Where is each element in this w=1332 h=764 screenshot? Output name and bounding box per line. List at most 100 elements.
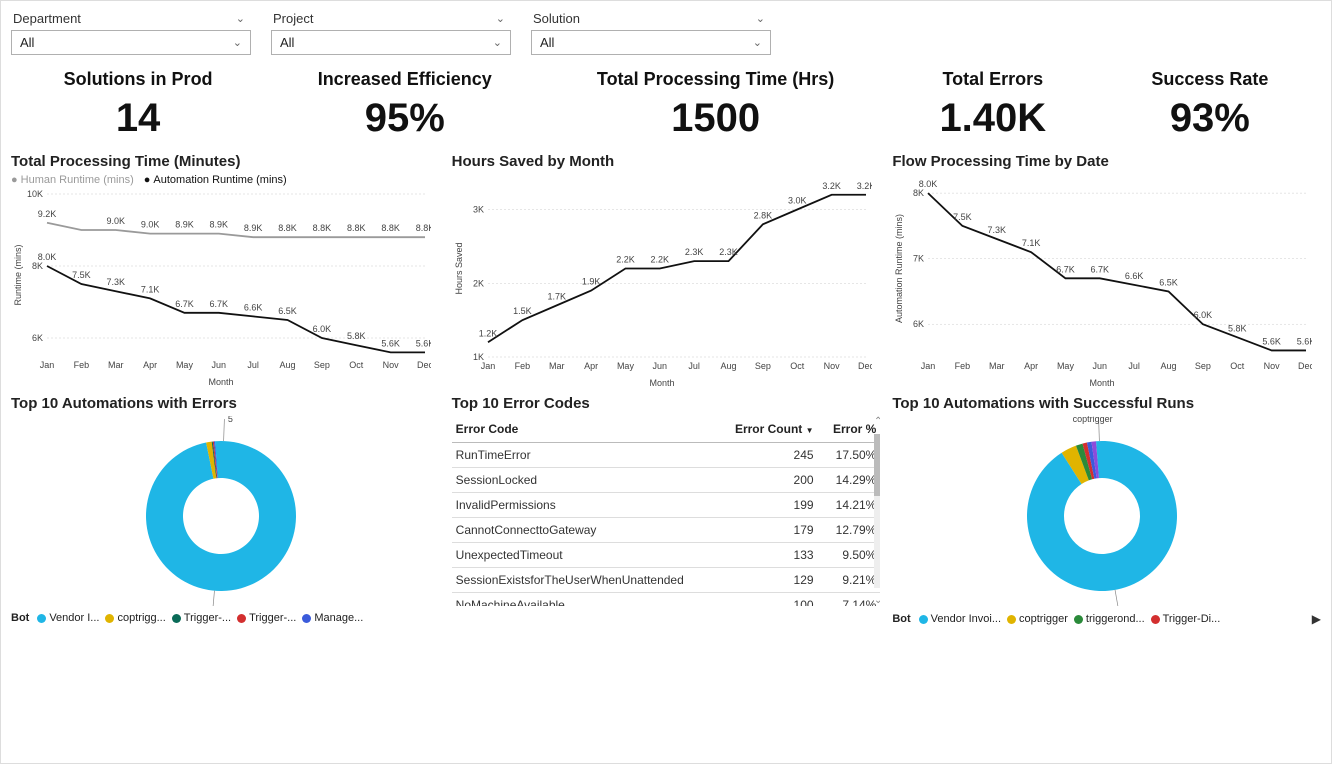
svg-text:Jun: Jun bbox=[212, 360, 227, 370]
svg-text:8.8K: 8.8K bbox=[278, 223, 297, 233]
legend-item[interactable]: Vendor I... bbox=[37, 612, 99, 624]
svg-text:Dec: Dec bbox=[1298, 361, 1312, 371]
table-cell: 199 bbox=[719, 493, 817, 518]
table-row[interactable]: SessionLocked20014.29% bbox=[452, 468, 881, 493]
table-row[interactable]: RunTimeError24517.50% bbox=[452, 443, 881, 468]
svg-text:Month: Month bbox=[649, 378, 674, 388]
svg-text:Oct: Oct bbox=[790, 361, 805, 371]
filter-select-department[interactable]: All ⌄ bbox=[11, 30, 251, 55]
line-chart[interactable]: 6K7K8K8.0K7.5K7.3K7.1K6.7K6.7K6.6K6.5K6.… bbox=[892, 174, 1312, 389]
table-cell: 245 bbox=[719, 443, 817, 468]
table-cell: RunTimeError bbox=[452, 443, 720, 468]
svg-text:Mar: Mar bbox=[549, 361, 565, 371]
svg-text:8.0K: 8.0K bbox=[919, 179, 938, 189]
panel-hours-saved: Hours Saved by Month 1K2K3K1.2K1.5K1.7K1… bbox=[452, 153, 881, 389]
svg-text:7.1K: 7.1K bbox=[1022, 238, 1041, 248]
svg-text:Dec: Dec bbox=[858, 361, 872, 371]
line-chart[interactable]: 6K8K10K9.2K9.0K9.0K8.9K8.9K8.9K8.8K8.8K8… bbox=[11, 188, 431, 388]
table-cell: 200 bbox=[719, 468, 817, 493]
chart-legend: Human Runtime (mins) Automation Runtime … bbox=[11, 174, 440, 186]
table-cell: 17.50% bbox=[818, 443, 881, 468]
svg-text:6K: 6K bbox=[913, 319, 924, 329]
svg-text:5.8K: 5.8K bbox=[1228, 323, 1247, 333]
svg-text:6.0K: 6.0K bbox=[1194, 310, 1213, 320]
svg-text:8K: 8K bbox=[913, 188, 924, 198]
chevron-down-icon[interactable]: ⌄ bbox=[756, 12, 765, 25]
filter-select-solution[interactable]: All ⌄ bbox=[531, 30, 771, 55]
table-header[interactable]: Error % bbox=[818, 416, 881, 443]
legend-item[interactable]: coptrigger bbox=[1007, 613, 1068, 625]
scroll-down-icon[interactable]: ⌄ bbox=[874, 595, 880, 606]
legend-item[interactable]: triggerond... bbox=[1074, 613, 1145, 625]
svg-text:8.0K: 8.0K bbox=[38, 252, 57, 262]
filter-label: Department bbox=[13, 11, 81, 26]
filter-select-project[interactable]: All ⌄ bbox=[271, 30, 511, 55]
table-cell: UnexpectedTimeout bbox=[452, 543, 720, 568]
lower-row: Top 10 Automations with Errors 5412 BotV… bbox=[11, 395, 1321, 626]
donut-legend: BotVendor I...coptrigg...Trigger-...Trig… bbox=[11, 612, 440, 624]
svg-text:8.9K: 8.9K bbox=[175, 220, 194, 230]
svg-text:2.2K: 2.2K bbox=[616, 255, 635, 265]
table-scroll[interactable]: Error CodeError Count ▼Error %RunTimeErr… bbox=[452, 416, 881, 606]
svg-text:Jan: Jan bbox=[40, 360, 55, 370]
svg-text:9.0K: 9.0K bbox=[106, 216, 125, 226]
filter-bar: Department ⌄ All ⌄ Project ⌄ All ⌄ Solut… bbox=[11, 9, 1321, 55]
legend-item[interactable]: Trigger-... bbox=[172, 612, 231, 624]
table-header[interactable]: Error Count ▼ bbox=[719, 416, 817, 443]
table-row[interactable]: NoMachineAvailable1007.14% bbox=[452, 593, 881, 607]
filter-value: All bbox=[20, 35, 34, 50]
svg-text:Month: Month bbox=[1090, 378, 1115, 388]
table-row[interactable]: InvalidPermissions19914.21% bbox=[452, 493, 881, 518]
legend-item[interactable]: Manage... bbox=[302, 612, 363, 624]
table-header[interactable]: Error Code bbox=[452, 416, 720, 443]
scroll-up-icon[interactable]: ⌃ bbox=[874, 416, 880, 427]
charts-row: Total Processing Time (Minutes) Human Ru… bbox=[11, 153, 1321, 389]
chevron-down-icon[interactable]: ⌄ bbox=[236, 12, 245, 25]
filter-label: Project bbox=[273, 11, 313, 26]
svg-text:3K: 3K bbox=[473, 205, 484, 215]
legend-item[interactable]: Vendor Invoi... bbox=[919, 613, 1001, 625]
kpi-value: 14 bbox=[64, 96, 213, 141]
table-row[interactable]: CannotConnecttoGateway17912.79% bbox=[452, 518, 881, 543]
filter-label-row: Department ⌄ bbox=[11, 9, 251, 28]
donut-chart[interactable]: coptriggerVendor Invoice Processing Cl..… bbox=[892, 416, 1312, 606]
table-row[interactable]: SessionExistsforTheUserWhenUnattended129… bbox=[452, 568, 881, 593]
svg-text:3.0K: 3.0K bbox=[788, 196, 807, 206]
legend-item[interactable]: Trigger-Di... bbox=[1151, 613, 1221, 625]
kpi-total-errors: Total Errors 1.40K bbox=[939, 69, 1046, 141]
svg-text:6K: 6K bbox=[32, 333, 43, 343]
svg-text:Month: Month bbox=[208, 377, 233, 387]
svg-text:8.8K: 8.8K bbox=[416, 223, 431, 233]
svg-text:6.5K: 6.5K bbox=[278, 306, 297, 316]
table-cell: 129 bbox=[719, 568, 817, 593]
svg-text:3.2K: 3.2K bbox=[822, 181, 841, 191]
filter-value: All bbox=[540, 35, 554, 50]
svg-text:8.8K: 8.8K bbox=[381, 223, 400, 233]
error-codes-table[interactable]: Error CodeError Count ▼Error %RunTimeErr… bbox=[452, 416, 881, 606]
table-cell: SessionLocked bbox=[452, 468, 720, 493]
panel-error-codes-table: Top 10 Error Codes Error CodeError Count… bbox=[452, 395, 881, 626]
filter-solution: Solution ⌄ All ⌄ bbox=[531, 9, 771, 55]
svg-text:1.9K: 1.9K bbox=[582, 277, 601, 287]
kpi-title: Success Rate bbox=[1151, 69, 1268, 90]
svg-text:2.2K: 2.2K bbox=[650, 255, 669, 265]
line-chart[interactable]: 1K2K3K1.2K1.5K1.7K1.9K2.2K2.2K2.3K2.3K2.… bbox=[452, 174, 872, 389]
svg-text:8K: 8K bbox=[32, 261, 43, 271]
svg-text:May: May bbox=[1057, 361, 1075, 371]
donut-chart[interactable]: 5412 bbox=[11, 416, 431, 606]
svg-text:6.7K: 6.7K bbox=[175, 299, 194, 309]
svg-text:Oct: Oct bbox=[349, 360, 364, 370]
chevron-down-icon[interactable]: ⌄ bbox=[496, 12, 505, 25]
svg-text:Aug: Aug bbox=[280, 360, 296, 370]
table-row[interactable]: UnexpectedTimeout1339.50% bbox=[452, 543, 881, 568]
legend-item[interactable]: coptrigg... bbox=[105, 612, 165, 624]
table-cell: InvalidPermissions bbox=[452, 493, 720, 518]
filter-label-row: Project ⌄ bbox=[271, 9, 511, 28]
legend-item[interactable]: Trigger-... bbox=[237, 612, 296, 624]
svg-text:1.2K: 1.2K bbox=[478, 328, 497, 338]
svg-text:Oct: Oct bbox=[1231, 361, 1246, 371]
svg-text:Apr: Apr bbox=[143, 360, 157, 370]
scrollbar[interactable] bbox=[874, 434, 880, 588]
kpi-title: Increased Efficiency bbox=[318, 69, 492, 90]
legend-more-icon[interactable]: ▶ bbox=[1312, 612, 1321, 626]
